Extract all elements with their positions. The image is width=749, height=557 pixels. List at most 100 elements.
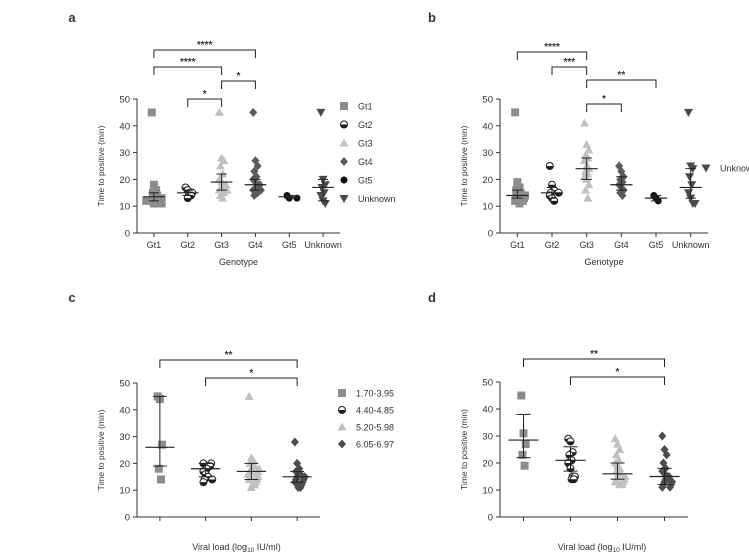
data-point [290, 437, 299, 447]
data-point [566, 437, 575, 446]
significance-bracket [551, 66, 588, 75]
data-point [517, 391, 526, 400]
significance-bracket [159, 359, 298, 368]
data-point [545, 162, 554, 170]
legend-marker [340, 157, 348, 166]
data-point [316, 108, 326, 117]
panel-b: b 0 10 20 30 40 50 Time to positive (min) Gt1 Gt2… [428, 10, 709, 267]
data-point [244, 391, 254, 400]
data-point [550, 196, 559, 205]
significance-label: * [602, 94, 606, 105]
significance-label: **** [197, 40, 213, 51]
panel-letter-a: a [68, 10, 76, 25]
data-point [293, 194, 301, 202]
y-tick-label: 50 [119, 379, 130, 390]
data-point [253, 161, 262, 171]
legend-a: Gt1 Gt2 Gt3 Gt4 Gt5 Unknown [339, 102, 396, 204]
legend-marker [337, 422, 347, 431]
data-point [615, 445, 625, 453]
data-point [219, 156, 229, 165]
legend-marker [340, 176, 348, 184]
legend-marker [338, 406, 346, 414]
legend-c: 1.70-3.95 4.40-4.85 5.20-5.98 6.05-6.97 [337, 389, 394, 450]
legend-label: Unknown [720, 164, 749, 174]
legend-marker [338, 389, 346, 397]
data-point [610, 477, 620, 486]
significance-bracket [153, 49, 256, 58]
significance-label: **** [180, 57, 196, 68]
data-point [581, 185, 591, 194]
legend-label: 1.70-3.95 [356, 389, 394, 399]
legend-label: Gt4 [358, 157, 373, 167]
data-point [511, 108, 520, 117]
legend-label: Gt1 [358, 102, 373, 112]
y-tick-label: 30 [482, 148, 493, 159]
legend-label: 5.20-5.98 [356, 423, 394, 433]
x-axis-label: Viral load (log10 IU/ml) [192, 542, 281, 554]
x-tick-label: Gt1 [510, 240, 525, 250]
data-point [569, 475, 578, 484]
y-tick-label: 30 [119, 148, 130, 159]
data-point [511, 196, 520, 205]
significance-bracket [586, 103, 622, 112]
legend-marker [340, 120, 348, 129]
legend-label: Gt5 [358, 176, 373, 186]
legend-marker [339, 138, 349, 147]
data-point [618, 190, 627, 200]
x-tick-label: Gt2 [180, 240, 195, 250]
significance-bracket [523, 358, 665, 367]
significance-label: ** [617, 70, 625, 81]
x-tick-label: Unknown [672, 240, 710, 250]
y-axis-label: Time to positive (min) [96, 409, 106, 490]
data-point [149, 180, 158, 189]
x-tick-label: Gt4 [248, 240, 263, 250]
data-point [142, 196, 151, 205]
data-point-fill [184, 198, 192, 202]
significance-label: *** [563, 57, 575, 68]
y-tick-label: 0 [125, 229, 130, 240]
data-point [250, 166, 259, 176]
y-tick-label: 20 [119, 459, 130, 470]
data-point [583, 193, 593, 202]
data-point [662, 450, 671, 460]
x-tick-label: Gt4 [614, 240, 629, 250]
data-point [320, 200, 330, 209]
data-point [156, 475, 165, 484]
data-point [154, 464, 163, 473]
y-tick-label: 50 [119, 95, 130, 106]
data-point [610, 434, 620, 443]
panel-letter-d: d [428, 290, 436, 305]
panel-d: d 0 10 20 30 40 50 Time to positive (min) Viral … [428, 290, 688, 554]
data-point [658, 431, 667, 441]
y-tick-label: 30 [119, 432, 130, 443]
y-tick-label: 30 [482, 432, 493, 443]
significance-bracket [586, 79, 657, 88]
y-tick-label: 0 [125, 513, 130, 524]
significance-label: ** [225, 350, 233, 361]
data-point [515, 199, 524, 208]
x-tick-label: Gt3 [579, 240, 594, 250]
y-axis-label: Time to positive (min) [459, 125, 469, 206]
data-point [215, 161, 225, 170]
data-point [513, 178, 522, 187]
panel-letter-b: b [428, 10, 436, 25]
y-tick-label: 10 [119, 202, 130, 213]
significance-bracket [153, 66, 223, 75]
y-tick-label: 40 [482, 405, 493, 416]
legend-marker-fill [340, 124, 348, 128]
significance-bracket [221, 80, 256, 89]
x-tick-label: Gt2 [545, 240, 560, 250]
y-tick-label: 20 [119, 175, 130, 186]
significance-label: * [616, 367, 620, 378]
data-point [579, 118, 589, 127]
data-point [690, 200, 700, 209]
y-tick-label: 20 [482, 459, 493, 470]
legend-label: Unknown [358, 194, 396, 204]
data-point [683, 108, 693, 117]
legend-label: 6.05-6.97 [356, 440, 394, 450]
data-point [582, 140, 592, 149]
significance-bracket [205, 377, 298, 386]
data-point [584, 180, 594, 189]
data-point [183, 194, 192, 203]
data-point [218, 193, 228, 202]
